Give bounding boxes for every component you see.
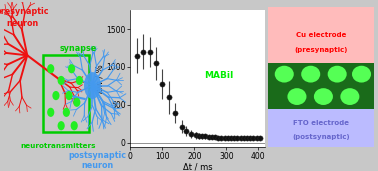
Ellipse shape xyxy=(57,76,65,85)
Text: postsynaptic: postsynaptic xyxy=(69,151,127,160)
Ellipse shape xyxy=(57,121,65,130)
Text: (presynaptic): (presynaptic) xyxy=(294,47,348,53)
X-axis label: Δt / ms: Δt / ms xyxy=(183,162,212,171)
Ellipse shape xyxy=(314,88,333,105)
Text: MABiI: MABiI xyxy=(204,71,234,80)
Ellipse shape xyxy=(301,66,320,83)
Ellipse shape xyxy=(84,72,101,99)
Text: FTO electrode: FTO electrode xyxy=(293,120,349,126)
Ellipse shape xyxy=(71,121,78,130)
Bar xyxy=(43,55,88,132)
Text: synapse: synapse xyxy=(59,44,97,53)
Ellipse shape xyxy=(340,88,359,105)
Ellipse shape xyxy=(65,91,73,100)
Text: neuron: neuron xyxy=(6,19,38,28)
Bar xyxy=(268,63,374,109)
Bar xyxy=(268,7,374,63)
Text: presynaptic: presynaptic xyxy=(0,7,49,16)
Text: neuron: neuron xyxy=(82,161,114,170)
Ellipse shape xyxy=(47,108,54,117)
Ellipse shape xyxy=(328,66,347,83)
Ellipse shape xyxy=(63,108,70,117)
Ellipse shape xyxy=(53,91,59,100)
Text: Cu electrode: Cu electrode xyxy=(296,32,347,38)
Ellipse shape xyxy=(287,88,307,105)
Ellipse shape xyxy=(275,66,294,83)
Text: neurotransmitters: neurotransmitters xyxy=(21,143,96,149)
Ellipse shape xyxy=(68,64,75,73)
Ellipse shape xyxy=(352,66,371,83)
Bar xyxy=(268,109,374,147)
Ellipse shape xyxy=(47,64,54,73)
Ellipse shape xyxy=(73,98,81,107)
Text: (postsynaptic): (postsynaptic) xyxy=(293,134,350,140)
Y-axis label: Δw / %: Δw / % xyxy=(96,64,105,93)
Ellipse shape xyxy=(76,76,83,85)
